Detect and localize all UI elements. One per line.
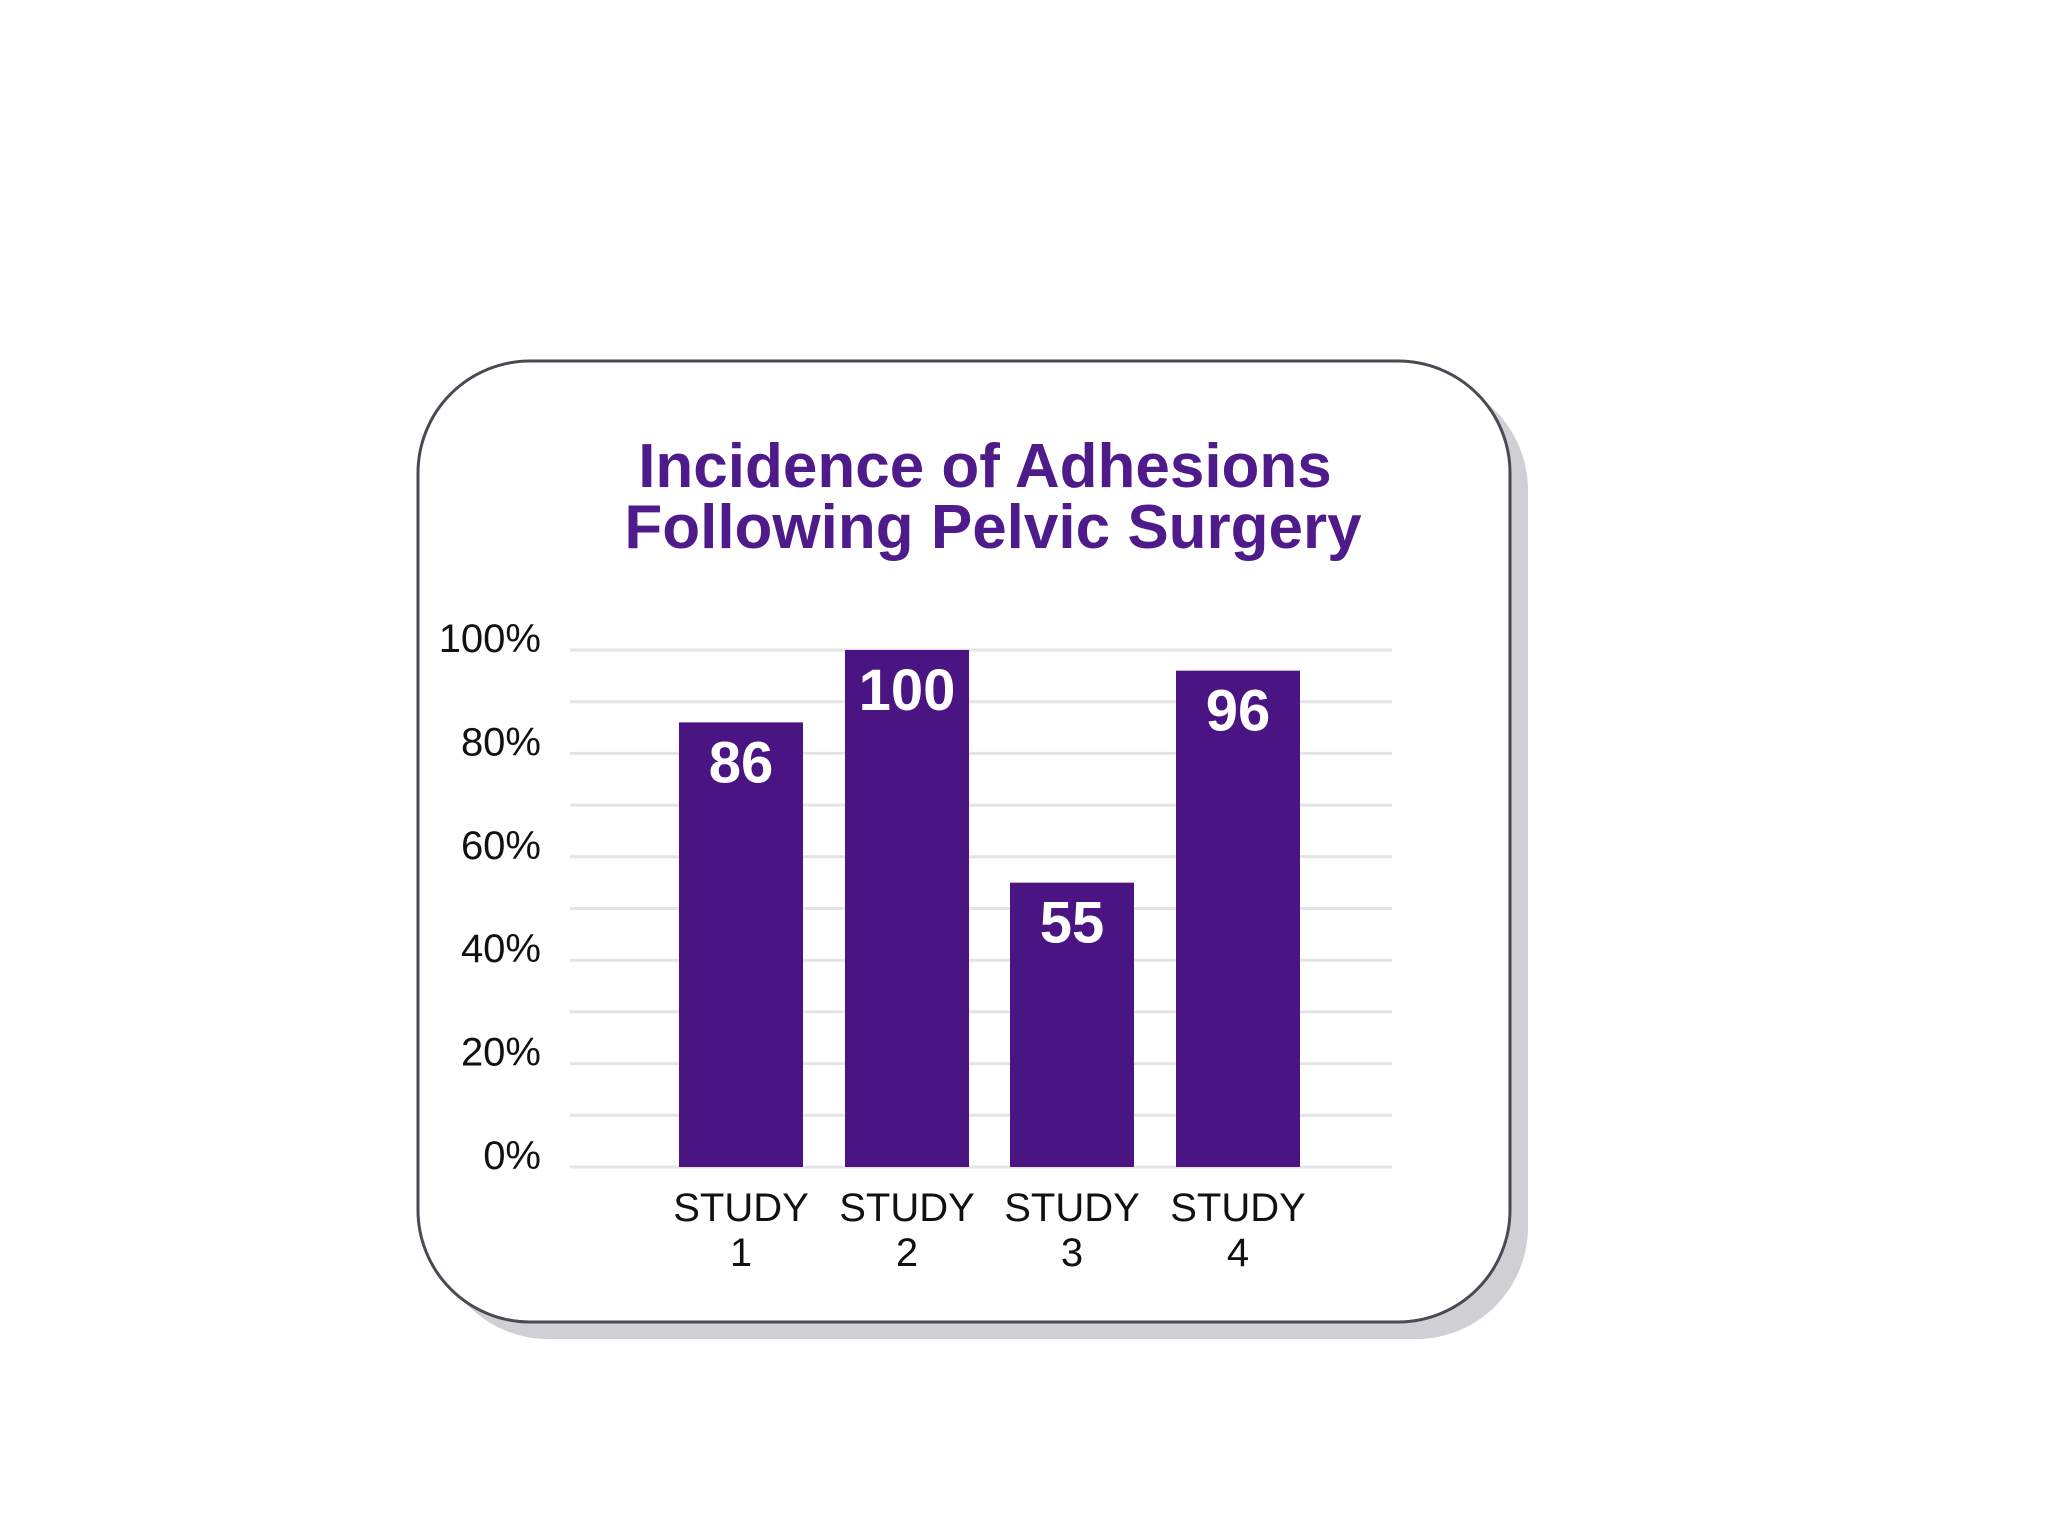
chart-title-line-1: Incidence of Adhesions (638, 432, 1332, 501)
y-tick-label: 100% (439, 617, 541, 661)
y-tick-label: 40% (461, 927, 541, 971)
y-tick-label: 80% (461, 720, 541, 764)
y-tick-label: 20% (461, 1031, 541, 1075)
bar-value-label: 100 (859, 658, 956, 723)
chart-title: Incidence of Adhesions Following Pelvic … (624, 432, 1362, 562)
x-tick-label-number: 1 (730, 1231, 752, 1275)
x-tick-label-number: 2 (896, 1231, 918, 1275)
bar-value-label: 86 (709, 730, 774, 795)
bar-value-label: 55 (1040, 891, 1105, 956)
x-tick-label: STUDY (1004, 1186, 1140, 1230)
y-tick-label: 0% (483, 1134, 541, 1178)
bar (1010, 882, 1134, 1167)
chart-title-line-2: Following Pelvic Surgery (624, 493, 1362, 562)
x-tick-label: STUDY (673, 1186, 809, 1230)
bars (679, 650, 1300, 1167)
x-tick-label: STUDY (839, 1186, 975, 1230)
bar-value-label: 96 (1206, 679, 1271, 744)
x-tick-label-number: 3 (1061, 1231, 1083, 1275)
bar (679, 722, 803, 1167)
x-tick-label-number: 4 (1227, 1231, 1249, 1275)
bar (845, 650, 969, 1167)
y-tick-label: 60% (461, 824, 541, 868)
bar (1176, 670, 1300, 1167)
value-labels: 86 100 55 96 (709, 658, 1271, 956)
y-axis-ticks: 0% 20% 40% 60% 80% 100% (439, 617, 541, 1178)
x-tick-label: STUDY (1170, 1186, 1306, 1230)
